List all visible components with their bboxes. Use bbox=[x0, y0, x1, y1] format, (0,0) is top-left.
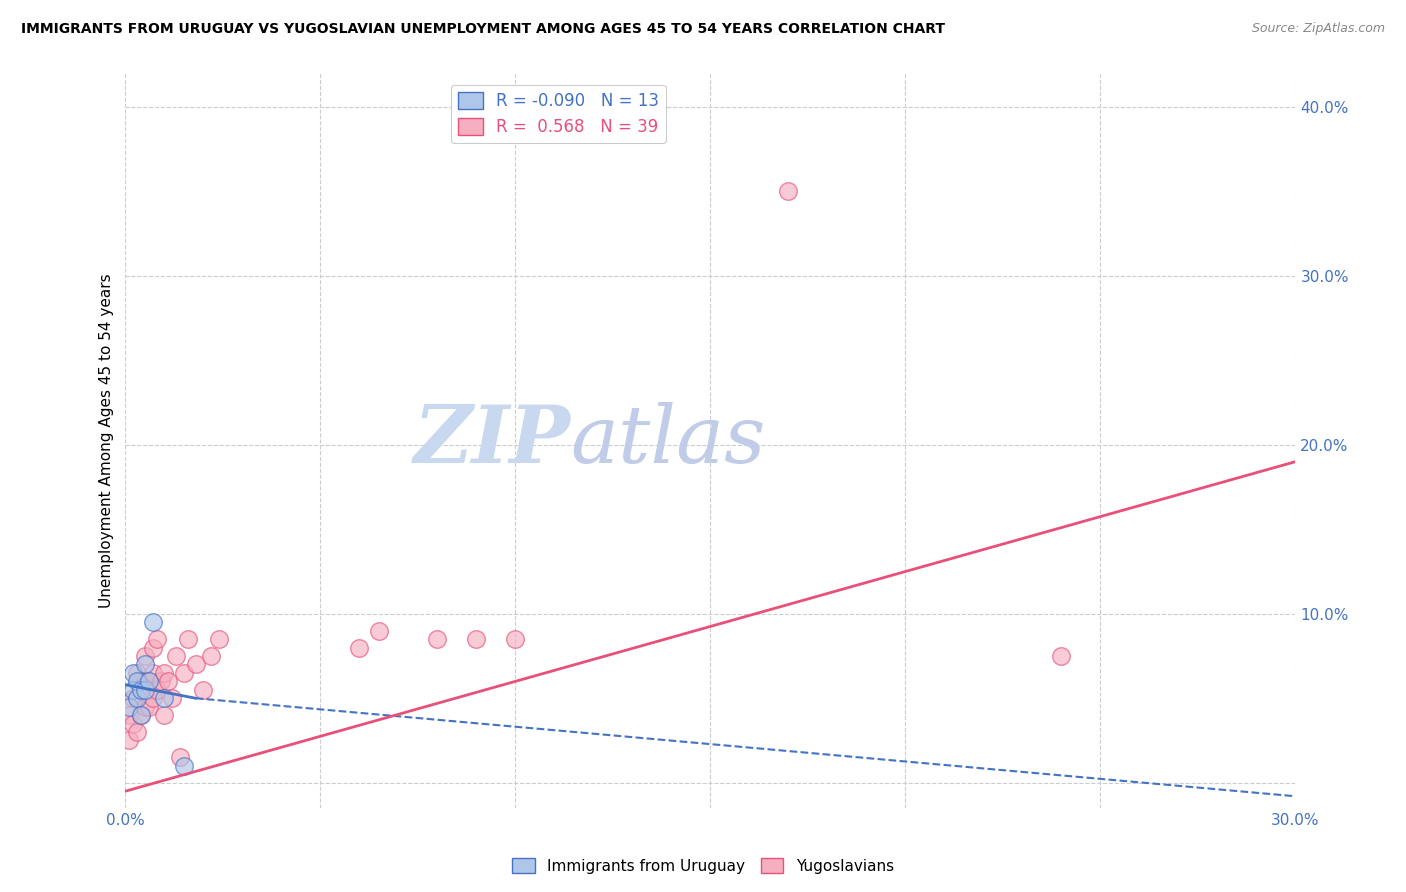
Point bbox=[173, 759, 195, 773]
Point bbox=[127, 674, 149, 689]
Point bbox=[426, 632, 449, 646]
Point bbox=[134, 674, 156, 689]
Point bbox=[129, 682, 152, 697]
Y-axis label: Unemployment Among Ages 45 to 54 years: Unemployment Among Ages 45 to 54 years bbox=[100, 273, 114, 607]
Point bbox=[142, 691, 165, 706]
Point bbox=[162, 691, 184, 706]
Point bbox=[122, 665, 145, 680]
Point bbox=[153, 708, 176, 723]
Point bbox=[145, 682, 167, 697]
Point bbox=[122, 691, 145, 706]
Point bbox=[153, 665, 176, 680]
Point bbox=[149, 674, 172, 689]
Point bbox=[169, 750, 191, 764]
Point bbox=[129, 708, 152, 723]
Point bbox=[127, 725, 149, 739]
Point bbox=[778, 184, 800, 198]
Text: ZIP: ZIP bbox=[413, 401, 569, 479]
Legend: Immigrants from Uruguay, Yugoslavians: Immigrants from Uruguay, Yugoslavians bbox=[506, 852, 900, 880]
Point bbox=[145, 632, 167, 646]
Point bbox=[165, 648, 187, 663]
Point bbox=[118, 708, 141, 723]
Point bbox=[142, 615, 165, 630]
Point bbox=[138, 674, 160, 689]
Point bbox=[127, 665, 149, 680]
Point bbox=[153, 691, 176, 706]
Point bbox=[127, 691, 149, 706]
Text: atlas: atlas bbox=[569, 401, 765, 479]
Text: IMMIGRANTS FROM URUGUAY VS YUGOSLAVIAN UNEMPLOYMENT AMONG AGES 45 TO 54 YEARS CO: IMMIGRANTS FROM URUGUAY VS YUGOSLAVIAN U… bbox=[21, 22, 945, 37]
Point bbox=[134, 657, 156, 672]
Point bbox=[142, 640, 165, 655]
Point bbox=[122, 682, 145, 697]
Point bbox=[118, 699, 141, 714]
Point bbox=[134, 648, 156, 663]
Point bbox=[505, 632, 527, 646]
Point bbox=[1050, 648, 1073, 663]
Point bbox=[138, 674, 160, 689]
Point bbox=[129, 708, 152, 723]
Point bbox=[118, 733, 141, 747]
Point bbox=[208, 632, 231, 646]
Point bbox=[142, 665, 165, 680]
Point bbox=[368, 624, 391, 638]
Point bbox=[134, 699, 156, 714]
Point bbox=[138, 699, 160, 714]
Text: Source: ZipAtlas.com: Source: ZipAtlas.com bbox=[1251, 22, 1385, 36]
Point bbox=[193, 682, 215, 697]
Point bbox=[465, 632, 488, 646]
Point bbox=[200, 648, 222, 663]
Point bbox=[177, 632, 200, 646]
Point bbox=[127, 691, 149, 706]
Point bbox=[122, 716, 145, 731]
Point bbox=[173, 665, 195, 680]
Point bbox=[157, 674, 180, 689]
Legend: R = -0.090   N = 13, R =  0.568   N = 39: R = -0.090 N = 13, R = 0.568 N = 39 bbox=[451, 85, 665, 143]
Point bbox=[129, 674, 152, 689]
Point bbox=[349, 640, 371, 655]
Point bbox=[184, 657, 207, 672]
Point bbox=[134, 682, 156, 697]
